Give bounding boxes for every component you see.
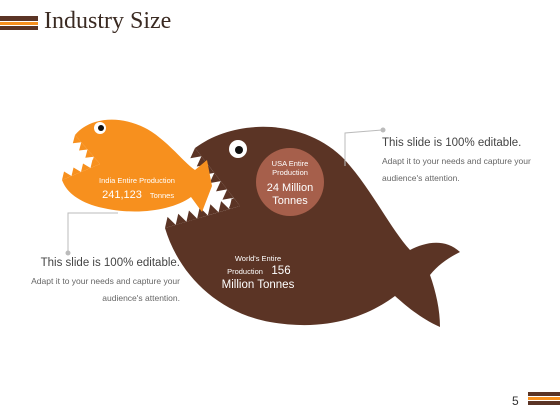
page-number: 5 [512, 394, 519, 408]
callout-text: Adapt it to your needs and capture your … [31, 276, 180, 303]
tooth [85, 149, 94, 158]
tooth [71, 167, 81, 176]
tooth [209, 172, 221, 184]
callout-title: This slide is 100% editable. [382, 137, 522, 149]
tooth [79, 142, 88, 151]
footer-bar [528, 401, 560, 405]
india-value: 241,123 [102, 189, 142, 201]
title: Industry Size [44, 8, 172, 34]
callout-dot [65, 250, 71, 256]
tooth [90, 159, 100, 168]
world-unit: Million Tonnes [222, 279, 295, 291]
header-bar [0, 22, 38, 25]
tooth [229, 197, 240, 210]
tooth [218, 201, 230, 213]
india-label: India Entire Production [99, 176, 175, 185]
callout-title: This slide is 100% editable. [40, 257, 180, 269]
tooth [216, 181, 228, 192]
tooth [222, 189, 234, 200]
callout-line [344, 129, 383, 166]
callout: This slide is 100% editable. Adapt it to… [382, 137, 542, 187]
usa-circle [256, 148, 324, 216]
callout-text: Adapt it to your needs and capture your … [382, 156, 531, 183]
world-label: Production [227, 267, 263, 276]
orange-fish [62, 119, 212, 212]
tooth [62, 171, 72, 180]
footer-bar [528, 392, 560, 396]
usa-label: USA Entire Production [272, 159, 309, 177]
header-bar [0, 26, 38, 30]
eye [235, 146, 243, 154]
callout-line [67, 212, 118, 252]
usa-value: 24 Million Tonnes [267, 182, 313, 207]
header-bar [0, 16, 38, 21]
tooth [175, 213, 187, 225]
india-unit: Tonnes [150, 191, 174, 200]
callout: This slide is 100% editable. Adapt it to… [20, 257, 180, 307]
tooth [190, 148, 202, 159]
world-label: World's Entire [235, 254, 281, 263]
tooth [165, 216, 176, 228]
footer-bar [528, 397, 560, 400]
tooth [207, 204, 219, 216]
eye [98, 125, 104, 131]
tooth [197, 207, 208, 219]
tooth [186, 210, 198, 222]
tooth [81, 163, 91, 172]
world-value: 156 [271, 265, 290, 277]
callout-dot [380, 127, 386, 133]
tooth [72, 135, 82, 144]
big-fish [165, 126, 460, 328]
